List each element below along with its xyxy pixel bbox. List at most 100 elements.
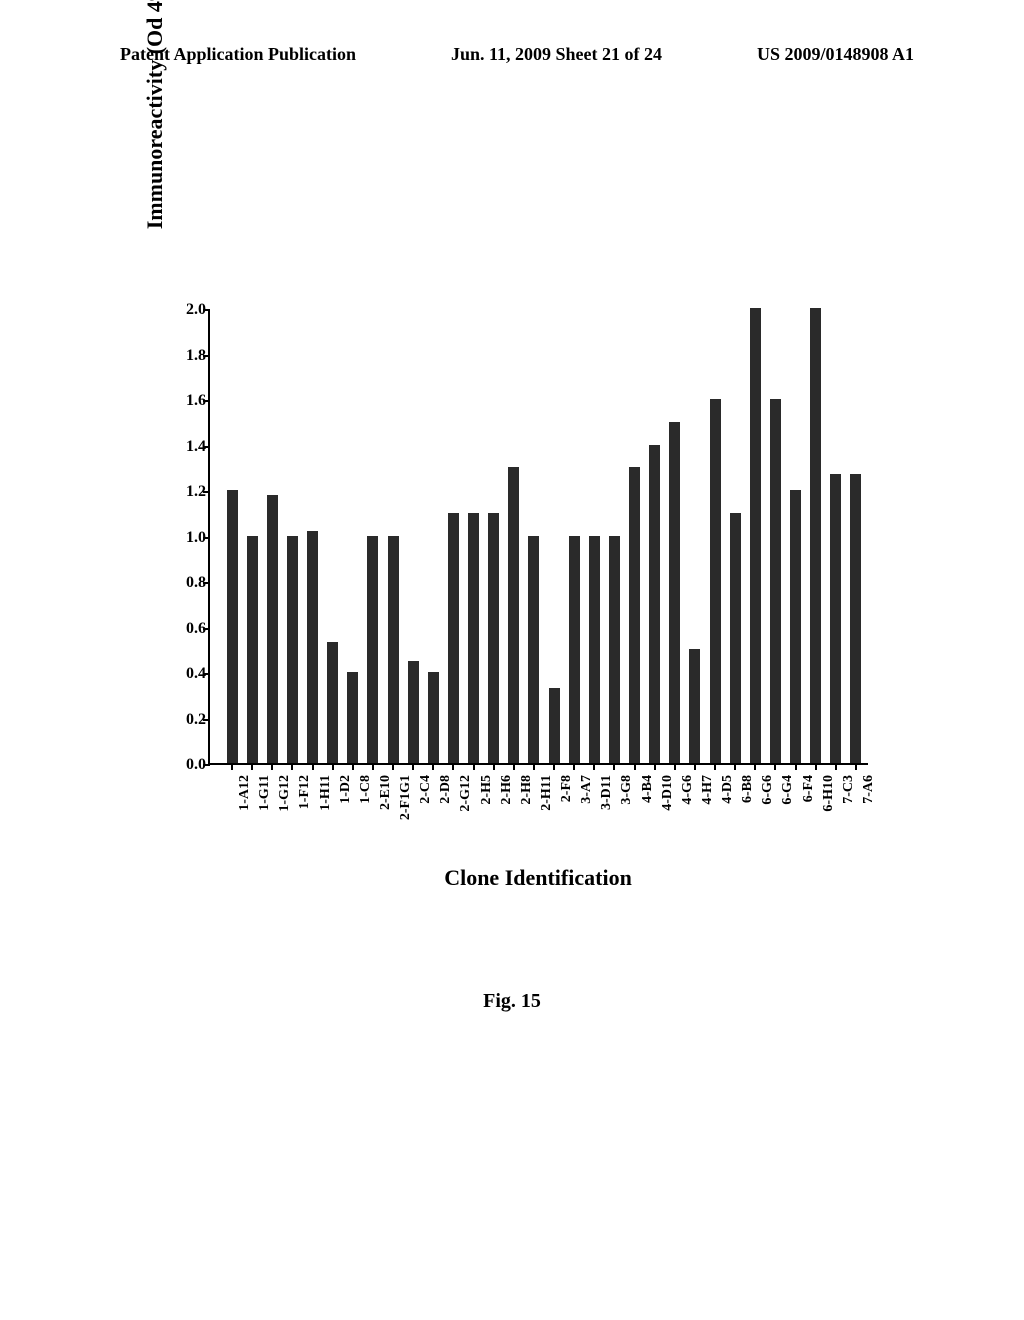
x-tick-mark [815,763,817,770]
y-tick-mark [203,491,210,493]
bar [649,445,660,764]
bar [850,474,861,763]
x-tick-mark [352,763,354,770]
y-ticks: 0.00.20.40.60.81.01.21.41.61.82.0 [166,310,206,765]
y-tick-mark [203,400,210,402]
x-tick-mark [291,763,293,770]
bar [367,536,378,764]
bar [468,513,479,763]
bar [629,467,640,763]
x-tick-mark [654,763,656,770]
x-tick-label: 3-G8 [619,775,635,835]
bar [549,688,560,763]
x-tick-mark [493,763,495,770]
figure-caption: Fig. 15 [0,990,1024,1013]
x-tick-mark [674,763,676,770]
x-tick-label: 3-D11 [599,775,615,835]
x-tick-mark [855,763,857,770]
x-tick-label: 7-A6 [861,775,877,835]
y-tick-mark [203,446,210,448]
bar [750,308,761,763]
x-labels: 1-A121-G111-G121-F121-H111-D21-C82-E102-… [208,775,868,855]
x-tick-label: 2-G12 [458,775,474,835]
y-tick-mark [203,309,210,311]
x-tick-label: 4-H7 [700,775,716,835]
bar [508,467,519,763]
x-tick-mark [734,763,736,770]
x-tick-mark [332,763,334,770]
x-tick-label: 4-D5 [720,775,736,835]
x-tick-label: 4-B4 [640,775,656,835]
x-tick-mark [593,763,595,770]
bar [327,642,338,763]
x-tick-label: 1-G12 [277,775,293,835]
x-tick-mark [312,763,314,770]
x-tick-label: 1-C8 [358,775,374,835]
bar [267,495,278,763]
bar [227,490,238,763]
bar [307,531,318,763]
header-center: Jun. 11, 2009 Sheet 21 of 24 [451,44,662,65]
x-tick-label: 7-C3 [841,775,857,835]
x-tick-label: 6-G4 [780,775,796,835]
x-tick-label: 1-D2 [338,775,354,835]
x-tick-mark [754,763,756,770]
x-tick-mark [714,763,716,770]
x-tick-label: 1-F12 [297,775,313,835]
x-tick-mark [372,763,374,770]
x-tick-mark [634,763,636,770]
y-tick-mark [203,355,210,357]
bars-container [210,310,868,763]
x-tick-mark [231,763,233,770]
x-tick-label: 3-A7 [579,775,595,835]
x-tick-label: 2-F1G1 [398,775,414,835]
bar [830,474,841,763]
x-tick-mark [513,763,515,770]
x-tick-label: 6-H10 [821,775,837,835]
bar [669,422,680,763]
header-right: US 2009/0148908 A1 [757,44,914,65]
bar [528,536,539,764]
bar [810,308,821,763]
bar [247,536,258,764]
bar-chart: Immunoreactivity (Od 492 nm) 0.00.20.40.… [208,310,868,765]
x-tick-label: 2-H8 [519,775,535,835]
bar [448,513,459,763]
x-tick-label: 2-F8 [559,775,575,835]
x-tick-mark [251,763,253,770]
x-tick-label: 2-E10 [378,775,394,835]
x-tick-label: 1-H11 [318,775,334,835]
bar [408,661,419,763]
y-tick-mark [203,537,210,539]
bar [287,536,298,764]
x-tick-mark [573,763,575,770]
x-axis-label: Clone Identification [208,865,868,891]
y-tick-mark [203,673,210,675]
x-tick-mark [795,763,797,770]
x-tick-label: 1-A12 [237,775,253,835]
bar [569,536,580,764]
x-tick-mark [774,763,776,770]
y-tick-mark [203,719,210,721]
bar [589,536,600,764]
x-tick-label: 4-G6 [680,775,696,835]
x-tick-label: 6-B8 [740,775,756,835]
x-tick-mark [271,763,273,770]
x-tick-label: 6-F4 [801,775,817,835]
x-tick-mark [392,763,394,770]
bar [347,672,358,763]
x-tick-label: 2-H5 [479,775,495,835]
bar [730,513,741,763]
x-tick-label: 4-D10 [660,775,676,835]
bar [428,672,439,763]
bar [488,513,499,763]
x-tick-mark [694,763,696,770]
x-tick-mark [533,763,535,770]
y-tick-mark [203,582,210,584]
x-tick-mark [473,763,475,770]
plot-area [208,310,868,765]
x-tick-label: 2-C4 [418,775,434,835]
bar [710,399,721,763]
y-axis-label: Immunoreactivity (Od 492 nm) [142,0,172,310]
x-tick-label: 1-G11 [257,775,273,835]
